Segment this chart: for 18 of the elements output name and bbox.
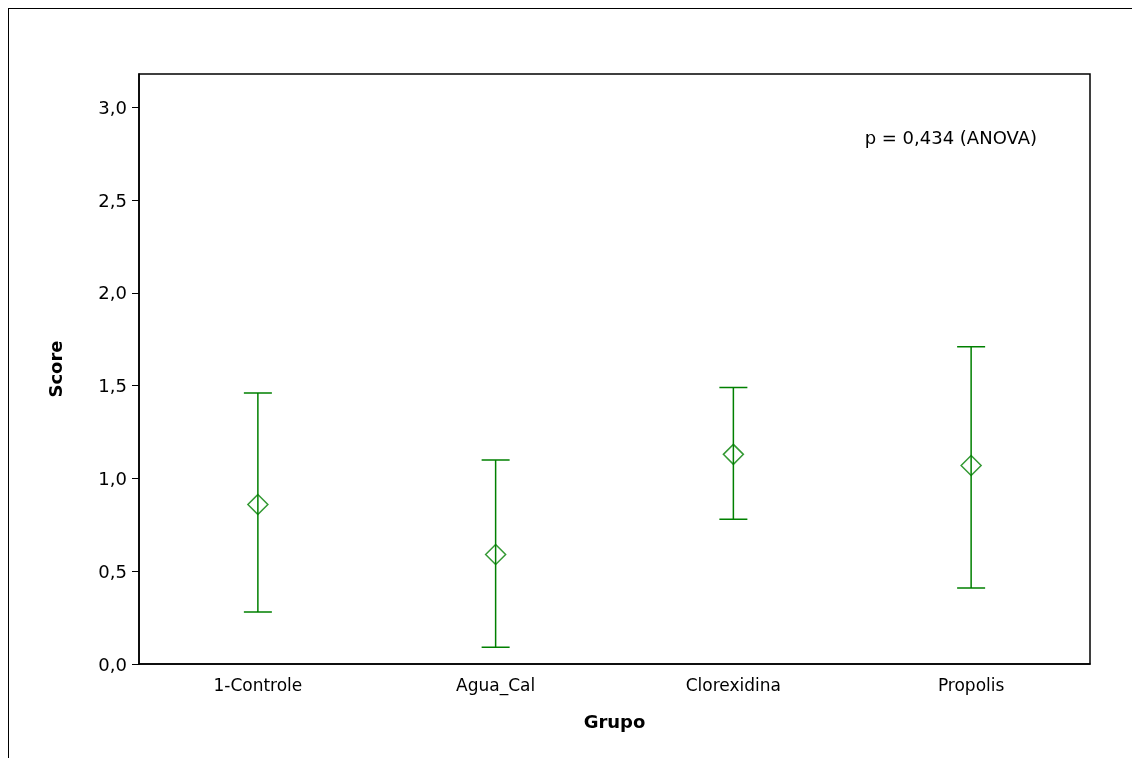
y-tick-label: 2,0 — [98, 282, 127, 304]
x-tick-label: 1-Controle — [213, 674, 303, 695]
annotation: p = 0,434 (ANOVA) — [864, 126, 1038, 148]
y-tick-label: 0,0 — [98, 653, 127, 675]
y-tick-label: 0,5 — [98, 560, 127, 582]
y-axis-title: Score — [44, 340, 66, 398]
x-tick-label: Propolis — [937, 674, 1005, 695]
x-tick-label: Clorexidina — [685, 674, 782, 695]
x-tick-label: Agua_Cal — [456, 674, 536, 696]
point — [960, 454, 982, 477]
y-tick-label: 3,0 — [98, 96, 127, 118]
point — [247, 493, 269, 516]
x-axis-title: Grupo — [583, 710, 646, 732]
y-tick-label: 2,5 — [98, 189, 127, 211]
y-tick-label: 1,5 — [98, 375, 127, 397]
point — [722, 443, 745, 466]
y-tick-label: 1,0 — [98, 467, 127, 489]
point — [484, 543, 507, 566]
